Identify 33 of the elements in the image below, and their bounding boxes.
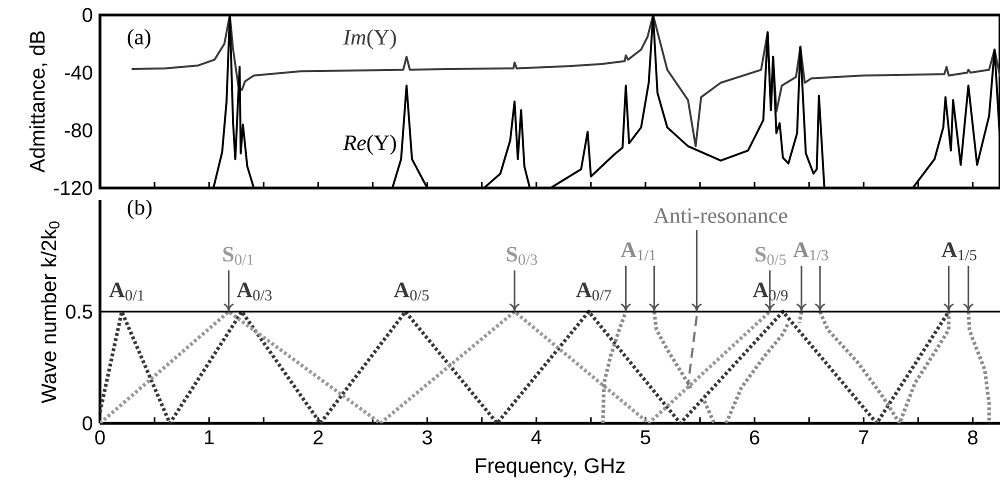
series-label: Re(Y)	[343, 134, 396, 155]
y-tick-label: -120	[54, 180, 92, 196]
annotation: (b)	[128, 199, 152, 220]
annotation: S$_{0/3}$	[506, 246, 538, 265]
annotation: Anti-resonance	[654, 208, 788, 224]
y-tick-label: 0	[82, 416, 92, 430]
annotation: A$_{0/7}$	[576, 282, 612, 301]
x-tick-label: 6	[750, 430, 760, 444]
annotation: S$_{0/5}$	[756, 246, 786, 265]
y-tick-label: 0	[82, 8, 92, 22]
y-tick-label: 0.5	[66, 304, 92, 319]
annotation: A$_{0/3}$	[236, 282, 272, 301]
annotation: A$_{1/1}$	[620, 242, 656, 260]
annotation: A$_{0/5}$	[394, 282, 429, 301]
annotation: A$_{1/5}$	[942, 242, 976, 260]
annotation: A$_{1/3}$	[793, 242, 828, 260]
x-tick-label: 8	[968, 430, 978, 444]
y-tick-label: -80	[64, 123, 92, 138]
x-tick-label: 5	[640, 430, 650, 444]
y-tick-label: -40	[64, 66, 92, 80]
y-axis-title: Admittance, dB	[29, 31, 48, 173]
x-tick-label: 4	[531, 430, 542, 444]
y-axis-title: Wave number k/2k$_{0}$	[40, 222, 60, 404]
x-tick-label: 1	[205, 430, 214, 444]
x-tick-label: 3	[422, 430, 432, 444]
x-axis-title: Frequency, GHz	[476, 458, 625, 478]
series-label: Im(Y)	[343, 29, 396, 50]
annotation: (a)	[128, 28, 150, 49]
annotation: A$_{0/1}$	[109, 282, 144, 301]
x-tick-label: 0	[95, 430, 105, 444]
x-tick-label: 7	[859, 430, 868, 444]
x-tick-label: 2	[314, 430, 323, 444]
annotation: S$_{0/1}$	[223, 246, 254, 265]
